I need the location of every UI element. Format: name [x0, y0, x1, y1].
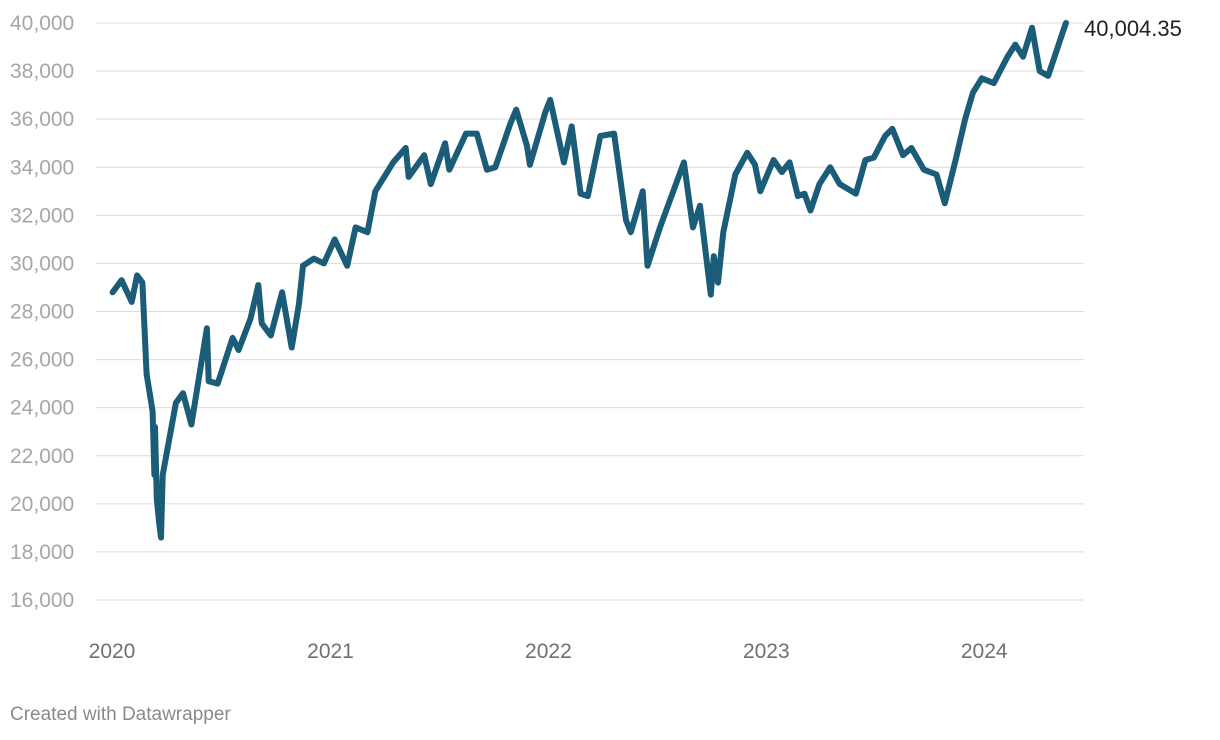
end-value-label: 40,004.35: [1084, 16, 1182, 41]
y-tick-label: 22,000: [10, 445, 74, 468]
y-tick-label: 34,000: [10, 156, 74, 179]
y-tick-label: 20,000: [10, 493, 74, 516]
y-tick-label: 24,000: [10, 397, 74, 420]
line-chart: 16,000 18,000 20,000 22,000 24,000 26,000 28,0…: [10, 12, 1182, 663]
y-tick-label: 26,000: [10, 349, 74, 372]
x-tick-label: 2022: [525, 640, 572, 663]
y-tick-label: 36,000: [10, 108, 74, 131]
y-tick-label: 40,000: [10, 12, 74, 35]
x-axis-tick-labels: 2020 2021 2022 2023 2024: [89, 640, 1008, 663]
y-tick-label: 32,000: [10, 204, 74, 227]
x-tick-label: 2020: [89, 640, 136, 663]
y-tick-label: 16,000: [10, 589, 74, 612]
y-tick-label: 28,000: [10, 301, 74, 324]
x-tick-label: 2023: [743, 640, 790, 663]
y-tick-label: 30,000: [10, 252, 74, 275]
y-tick-label: 38,000: [10, 60, 74, 83]
y-tick-label: 18,000: [10, 541, 74, 564]
y-axis-tick-labels: 16,000 18,000 20,000 22,000 24,000 26,000 28,0…: [10, 12, 74, 612]
x-tick-label: 2021: [307, 640, 354, 663]
series-line: [109, 19, 1069, 541]
datawrapper-credit: Created with Datawrapper: [10, 704, 231, 725]
x-tick-label: 2024: [961, 640, 1008, 663]
gridlines: [96, 22, 1084, 601]
